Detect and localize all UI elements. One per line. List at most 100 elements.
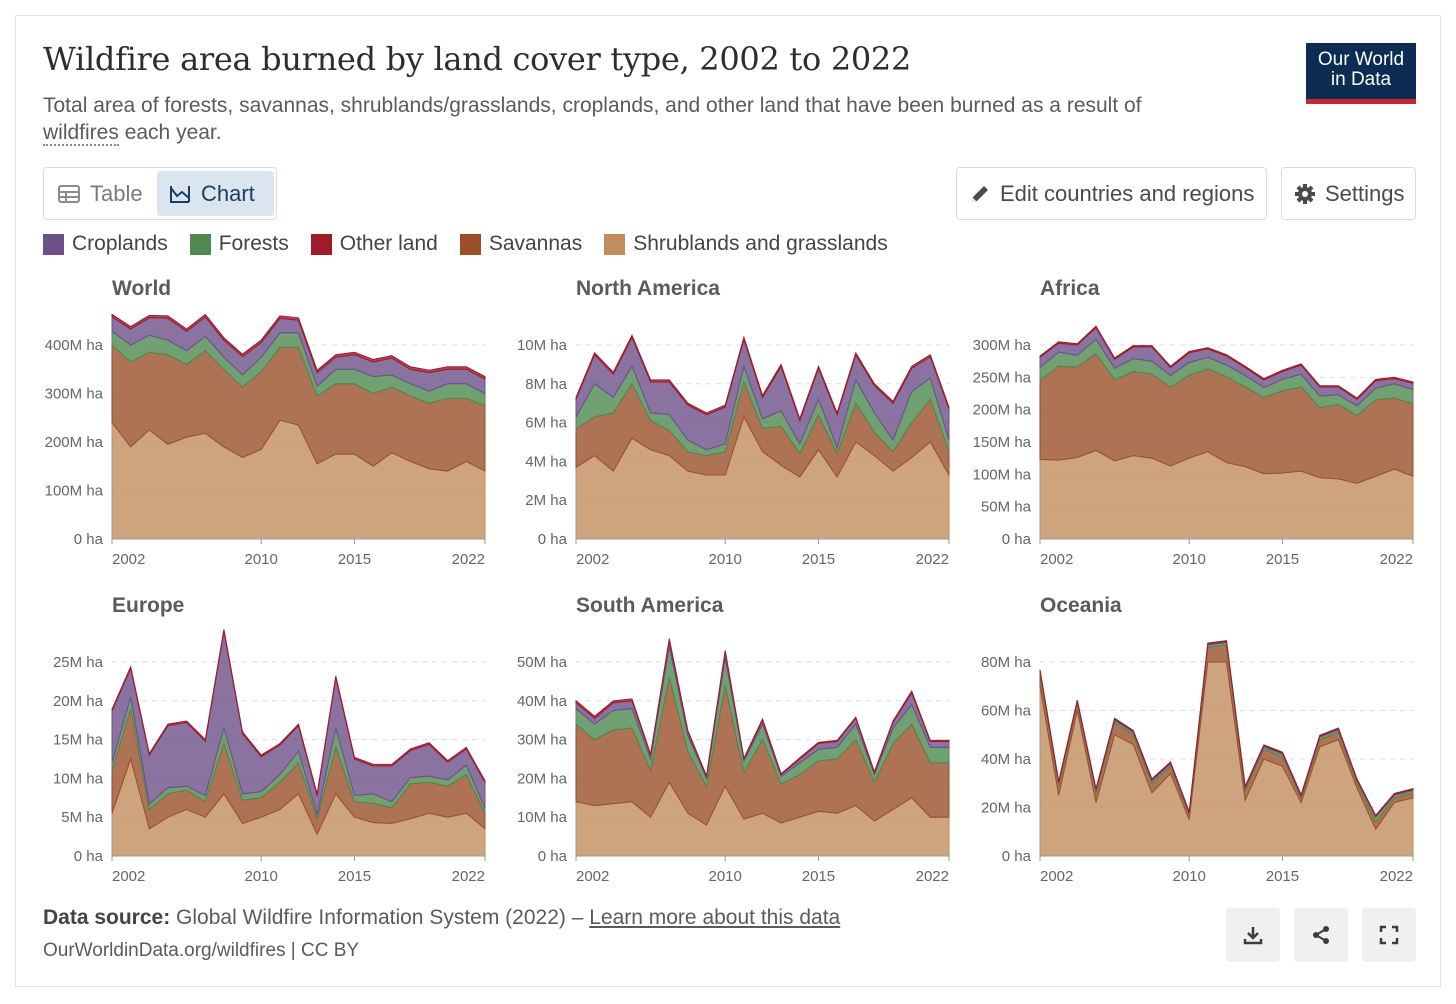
south-america-panel-title: South America: [576, 594, 724, 617]
south-america-x-tick-label: 2022: [916, 868, 949, 885]
africa-y-tick-label: 250M ha: [973, 369, 1032, 386]
south-america-y-tick-label: 50M ha: [517, 654, 568, 671]
other-land-swatch: [310, 233, 332, 255]
north-america-panel-title: North America: [576, 277, 720, 300]
source-text: Global Wildfire Information System (2022…: [170, 906, 590, 929]
oceania-y-tick-label: 80M ha: [981, 654, 1032, 671]
download-button[interactable]: [1226, 908, 1280, 962]
forests-swatch: [189, 233, 211, 255]
north-america-y-tick-label: 10M ha: [517, 337, 568, 354]
tab-chart[interactable]: Chart: [157, 171, 274, 216]
north-america-area-other-land: [575, 334, 950, 423]
subtitle-text-end: each year.: [118, 121, 222, 144]
legend-label-croplands: Croplands: [72, 232, 168, 255]
europe-panel-title: Europe: [112, 594, 184, 617]
oceania-x-tick-label: 2022: [1380, 868, 1413, 885]
world-x-tick-label: 2022: [452, 551, 485, 568]
world-x-tick-label: 2010: [245, 551, 278, 568]
legend-item-forests[interactable]: Forests: [189, 232, 289, 256]
fullscreen-icon: [1379, 925, 1399, 945]
legend-item-savannas[interactable]: Savannas: [459, 232, 583, 256]
europe-x-tick-label: 2015: [338, 868, 371, 885]
africa-x-tick-label: 2010: [1173, 551, 1206, 568]
tab-chart-label: Chart: [201, 180, 255, 206]
europe-y-tick-label: 25M ha: [53, 654, 104, 671]
africa-y-tick-label: 50M ha: [981, 499, 1032, 516]
europe-y-tick-label: 15M ha: [53, 732, 104, 749]
south-america-area-other-land: [575, 638, 950, 779]
world-y-tick-label: 0 ha: [74, 531, 104, 548]
south-america-y-tick-label: 10M ha: [517, 809, 568, 826]
logo-line-2: in Data: [1330, 69, 1392, 90]
world-panel-title: World: [112, 277, 171, 300]
page-subtitle: Total area of forests, savannas, shrubla…: [43, 92, 1203, 146]
south-america-x-tick-label: 2015: [802, 868, 835, 885]
legend-label-shrublands: Shrublands and grasslands: [633, 232, 888, 255]
europe-x-tick-label: 2022: [452, 868, 485, 885]
owid-logo[interactable]: Our World in Data: [1306, 43, 1416, 104]
fullscreen-button[interactable]: [1362, 908, 1416, 962]
tab-table[interactable]: Table: [58, 171, 143, 216]
subtitle-text: Total area of forests, savannas, shrubla…: [43, 94, 1142, 117]
legend-label-savannas: Savannas: [488, 232, 583, 255]
table-icon: [58, 184, 80, 203]
page-title: Wildfire area burned by land cover type,…: [43, 40, 912, 78]
oceania-y-tick-label: 40M ha: [981, 751, 1032, 768]
share-button[interactable]: [1294, 908, 1348, 962]
north-america-x-tick-label: 2010: [709, 551, 742, 568]
africa-y-tick-label: 300M ha: [973, 337, 1032, 354]
africa-y-tick-label: 0 ha: [1002, 531, 1032, 548]
south-america-y-tick-label: 40M ha: [517, 693, 568, 710]
south-america-y-tick-label: 20M ha: [517, 770, 568, 787]
gear-icon: [1295, 183, 1315, 204]
north-america-y-tick-label: 4M ha: [525, 453, 567, 470]
world-y-tick-label: 300M ha: [45, 386, 104, 403]
south-america-y-tick-label: 0 ha: [538, 848, 568, 865]
africa-y-tick-label: 200M ha: [973, 402, 1032, 419]
oceania-x-tick-label: 2015: [1266, 868, 1299, 885]
world-x-tick-label: 2015: [338, 551, 371, 568]
view-tabs: Table Chart: [43, 167, 277, 220]
world-y-tick-label: 200M ha: [45, 434, 104, 451]
learn-more-link[interactable]: Learn more about this data: [589, 906, 841, 929]
africa-area-other-land: [1039, 325, 1414, 400]
oceania-panel-title: Oceania: [1040, 594, 1122, 617]
europe-area-other-land: [111, 629, 486, 796]
north-america-y-tick-label: 2M ha: [525, 492, 567, 509]
africa-x-tick-label: 2002: [1040, 551, 1073, 568]
south-america-x-tick-label: 2010: [709, 868, 742, 885]
legend-item-shrublands[interactable]: Shrublands and grasslands: [604, 232, 888, 256]
africa-y-tick-label: 150M ha: [973, 434, 1032, 451]
world-x-tick-label: 2002: [112, 551, 145, 568]
north-america-y-tick-label: 8M ha: [525, 376, 567, 393]
africa-y-tick-label: 100M ha: [973, 466, 1032, 483]
settings-label: Settings: [1325, 180, 1405, 206]
north-america-x-tick-label: 2002: [576, 551, 609, 568]
logo-line-1: Our World: [1317, 49, 1405, 70]
oceania-x-tick-label: 2002: [1040, 868, 1073, 885]
legend-label-other-land: Other land: [339, 232, 438, 255]
north-america-y-tick-label: 0 ha: [538, 531, 568, 548]
download-icon: [1243, 927, 1263, 945]
world-area-other-land: [111, 313, 486, 380]
data-source: Data source: Global Wildfire Information…: [43, 906, 840, 930]
tab-table-label: Table: [90, 180, 143, 206]
legend-item-other-land[interactable]: Other land: [310, 232, 438, 256]
oceania-y-tick-label: 60M ha: [981, 703, 1032, 720]
legend-label-forests: Forests: [218, 232, 289, 255]
world-y-tick-label: 100M ha: [45, 483, 104, 500]
chart-icon: [170, 185, 190, 203]
edit-countries-label: Edit countries and regions: [1000, 180, 1255, 206]
legend-item-croplands[interactable]: Croplands: [43, 232, 168, 256]
savannas-swatch: [459, 233, 481, 255]
settings-button[interactable]: Settings: [1281, 167, 1416, 220]
north-america-x-tick-label: 2015: [802, 551, 835, 568]
croplands-swatch: [43, 233, 64, 255]
wildfires-definition-link[interactable]: wildfires: [43, 121, 119, 146]
north-america-x-tick-label: 2022: [916, 551, 949, 568]
world-y-tick-label: 400M ha: [45, 337, 104, 354]
europe-x-tick-label: 2002: [112, 868, 145, 885]
small-multiples-charts: World 0 ha 100M ha 200M ha 300M ha 400M ha 200…: [45, 277, 1414, 885]
edit-countries-button[interactable]: Edit countries and regions: [956, 167, 1267, 220]
chart-legend: Croplands Forests Other land Savannas Sh…: [43, 232, 910, 256]
